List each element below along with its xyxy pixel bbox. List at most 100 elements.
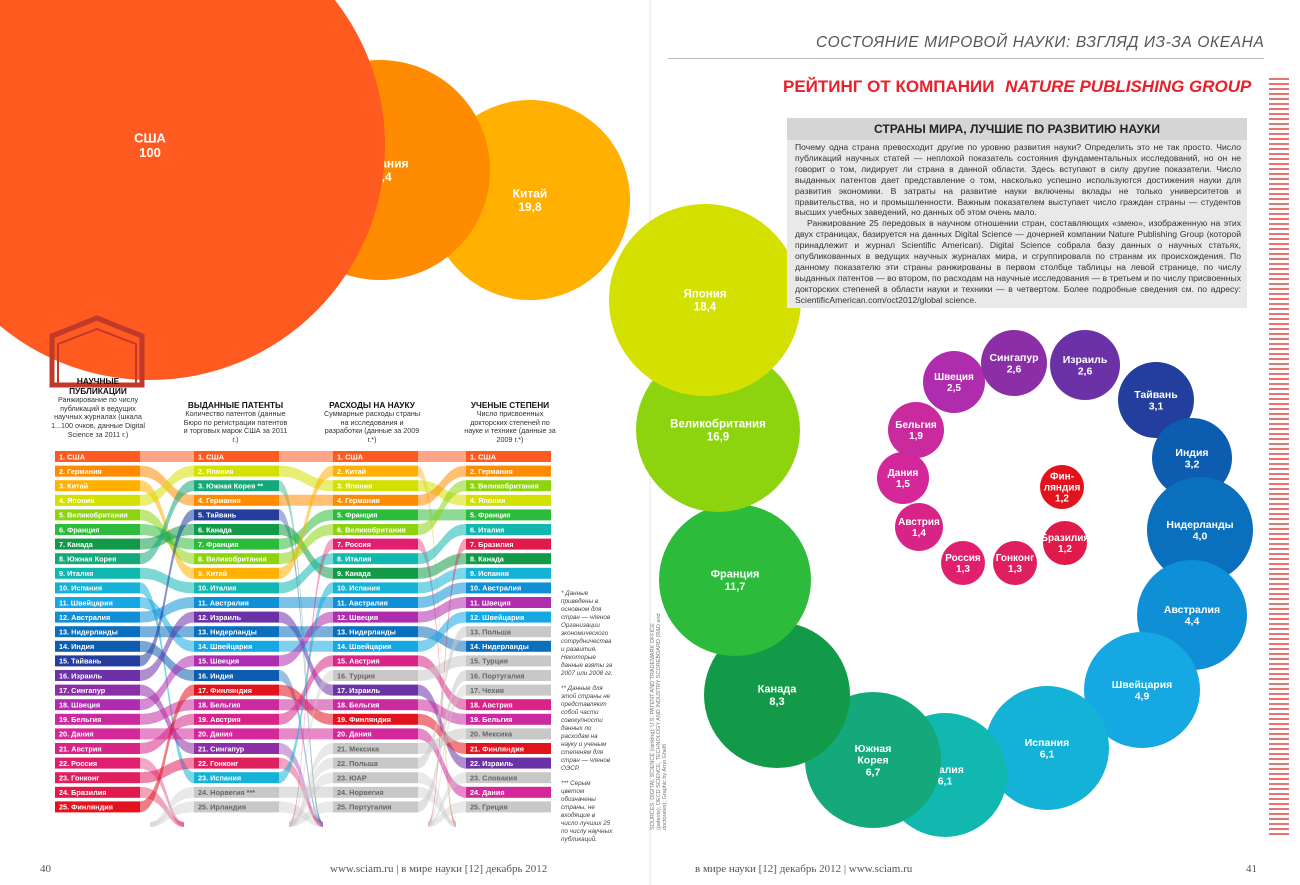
rank-label: 5. Великобритания: [59, 511, 128, 520]
bubble-label: Австрия: [898, 517, 940, 528]
rank-bar: [55, 640, 140, 652]
footer-right-text: в мире науки [12] декабрь 2012 | www.sci…: [695, 863, 913, 875]
flow-band: [140, 480, 194, 565]
rank-bar: [55, 597, 140, 608]
rank-label: 11. Австралия: [337, 598, 388, 607]
rank-row-patents: 25. Ирландия: [194, 801, 279, 813]
rank-bar: [466, 465, 551, 477]
rank-label: 25. Ирландия: [198, 803, 246, 812]
bubble-circle: [985, 686, 1109, 810]
rank-row-doctorates: 13. Польша: [466, 626, 551, 638]
bubble-circle: [981, 330, 1047, 396]
rank-label: 6. Канада: [198, 525, 233, 534]
rank-label: 22. Россия: [59, 759, 97, 768]
rank-row-doctorates: 7. Бразилия: [466, 538, 551, 550]
flow-band: [279, 655, 333, 725]
rank-label: 15. Турция: [470, 657, 508, 666]
rank-label: 10. Испания: [337, 584, 380, 593]
rank-bar: [55, 480, 140, 492]
rank-row-patents: 16. Индия: [194, 670, 279, 681]
rank-bar: [333, 582, 418, 594]
hexagon-house-icon: [49, 315, 145, 388]
rank-bar: [194, 626, 279, 638]
rank-bar: [466, 772, 551, 784]
rank-label: 14. Швейцария: [337, 642, 391, 651]
flow-band-exit: [279, 743, 323, 827]
rank-label: 11. Швеция: [470, 598, 511, 607]
rank-row-patents: 23. Испания: [194, 772, 279, 784]
flow-band: [418, 480, 466, 506]
rank-label: 14. Индия: [59, 642, 94, 651]
intro-paragraph-1: Почему одна страна превосходит другие по…: [795, 142, 1241, 218]
rank-row-rd: 24. Норвегия: [333, 786, 418, 798]
rank-label: 20. Дания: [198, 730, 233, 739]
rank-bar: [466, 786, 551, 798]
rank-row-publications: 19. Бельгия: [55, 713, 140, 725]
rank-label: 1. США: [337, 452, 364, 461]
rank-label: 24. Дания: [470, 788, 505, 797]
rank-label: 6. Италия: [470, 525, 504, 534]
rank-bar: [333, 567, 418, 579]
rank-bar: [333, 786, 418, 798]
rank-row-publications: 20. Дания: [55, 728, 140, 740]
rank-bar: [55, 509, 140, 521]
rank-label: 24. Норвегия ***: [198, 788, 255, 797]
bubble-label: Швейцария: [1112, 679, 1173, 691]
column-desc-patents: Количество патентов (данные Бюро по реги…: [183, 409, 288, 445]
flow-band: [279, 728, 333, 740]
ranking-title-brand: NATURE PUBLISHING GROUP: [1005, 77, 1252, 96]
rank-row-patents: 21. Сингапур: [194, 743, 279, 754]
rank-label: 20. Мексика: [470, 730, 513, 739]
rank-label: 8. Великобритания: [198, 555, 267, 564]
rank-label: 11. Швейцария: [59, 598, 113, 607]
rank-bar: [466, 743, 551, 754]
rank-label: 13. Нидерланды: [59, 628, 118, 637]
rank-bar: [55, 743, 140, 754]
flow-band: [140, 713, 194, 754]
flow-band: [418, 611, 466, 652]
rank-bar: [466, 480, 551, 492]
rank-bar: [466, 611, 551, 623]
bubble-value: 1,9: [909, 431, 923, 442]
flow-band: [279, 451, 333, 462]
rank-bar: [466, 626, 551, 638]
rank-bar: [466, 524, 551, 535]
rank-label: 3. Великобритания: [470, 482, 539, 491]
rank-label: 5. Франция: [337, 511, 378, 520]
rank-row-rd: 21. Мексика: [333, 743, 418, 754]
rank-row-rd: 3. Япония: [333, 480, 418, 492]
rank-row-patents: 20. Дания: [194, 728, 279, 740]
column-header-publications: НАУЧНЫЕ ПУБЛИКАЦИИ Ранжирование по числу…: [50, 376, 146, 440]
rank-row-doctorates: 25. Греция: [466, 801, 551, 813]
rank-row-doctorates: 8. Канада: [466, 553, 551, 565]
flow-band: [140, 626, 194, 638]
rank-bar: [194, 757, 279, 769]
rank-row-doctorates: 5. Франция: [466, 509, 551, 521]
bubble-label: Испания: [1025, 737, 1070, 749]
bubble-label: Россия: [945, 553, 981, 564]
flow-band-entry: [150, 801, 194, 827]
bubble-circle: [895, 503, 943, 551]
rank-label: 17. Чехия: [470, 686, 504, 695]
rank-bar: [466, 451, 551, 462]
flow-band: [279, 465, 333, 579]
rank-label: 9. Испания: [470, 569, 509, 578]
rank-row-patents: 9. Китай: [194, 567, 279, 579]
rank-row-patents: 3. Южная Корея **: [194, 480, 279, 492]
bubble-value: 1,3: [1008, 564, 1022, 575]
rank-row-doctorates: 1. США: [466, 451, 551, 462]
rank-bar: [55, 684, 140, 696]
rank-row-publications: 3. Китай: [55, 480, 140, 492]
rank-label: 19. Финляндия: [337, 715, 391, 724]
rank-label: 14. Нидерланды: [470, 642, 529, 651]
ranking-title: РЕЙТИНГ ОТ КОМПАНИИ NATURE PUBLISHING GR…: [783, 77, 1251, 97]
rank-row-rd: 6. Великобритания: [333, 524, 418, 535]
rank-label: 2. Германия: [470, 467, 513, 476]
column-title-rd: РАСХОДЫ НА НАУКУ: [329, 400, 415, 410]
rank-label: 16. Португалия: [470, 671, 525, 680]
rank-label: 7. Бразилия: [470, 540, 513, 549]
bubble-value: 8,3: [769, 696, 784, 708]
